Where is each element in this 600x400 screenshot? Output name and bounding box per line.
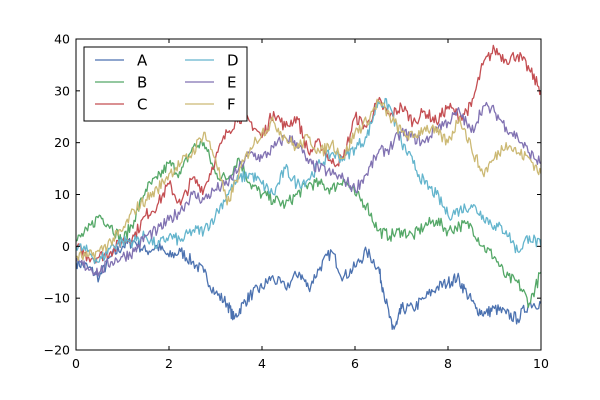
x-tick-label: 4 [258,356,266,371]
x-tick-label: 10 [533,356,549,371]
series-line-d [76,97,541,265]
axis-ticks: 0 2 4 6 8 10 −20 −10 0 10 20 30 40 [44,32,549,372]
series-layer [76,44,541,330]
legend-box [83,46,248,122]
legend-label-a: A [137,52,148,70]
x-tick-label: 0 [72,356,80,371]
legend-label-c: C [137,96,147,114]
x-tick-label: 6 [351,356,359,371]
series-line-f [76,98,541,262]
series-line-b [76,139,541,309]
y-tick-label: 20 [54,135,70,150]
series-line-e [76,101,541,277]
y-tick-label: 0 [62,239,70,254]
y-tick-label: 30 [54,83,70,98]
legend-label-b: B [137,74,147,92]
legend: ABC DEF [83,46,248,122]
y-tick-label: −20 [44,343,70,358]
legend-label-f: F [227,96,236,114]
y-tick-label: 40 [54,32,70,47]
legend-label-d: D [227,52,239,70]
x-tick-label: 2 [165,356,173,371]
y-tick-label: −10 [44,291,70,306]
legend-label-e: E [227,74,236,92]
y-tick-label: 10 [54,187,70,202]
x-tick-label: 8 [444,356,452,371]
series-line-a [76,237,541,330]
